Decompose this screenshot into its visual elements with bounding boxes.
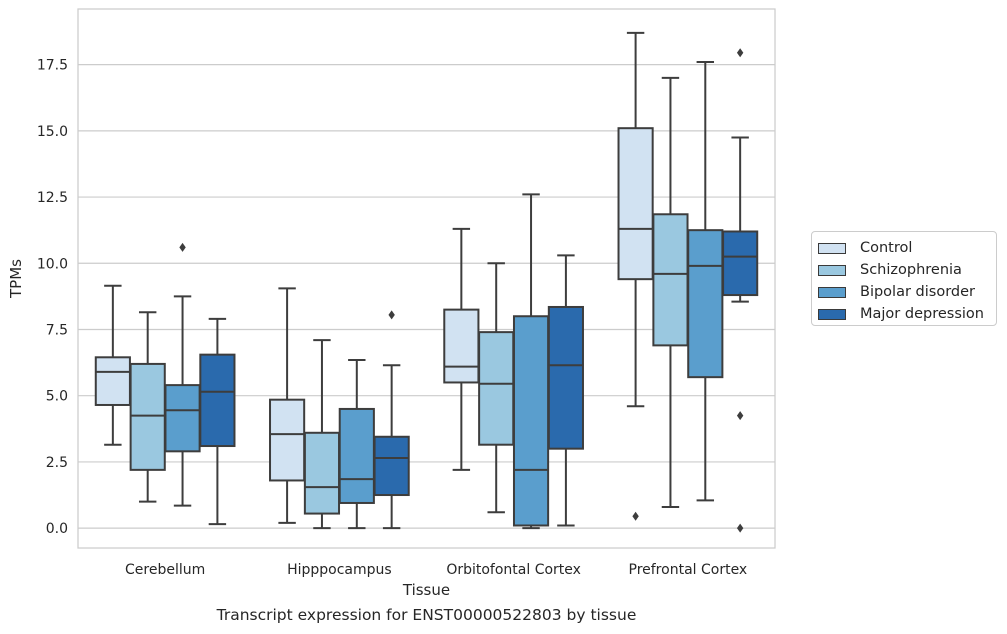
x-tick-labels: Cerebellum Hipppocampus Orbitofontal Corte…: [125, 562, 747, 578]
y-tick-label: 0.0: [46, 521, 68, 537]
box-bipolar-disorder: [338, 358, 375, 530]
iqr-box: [303, 431, 341, 515]
legend-swatch: [818, 308, 846, 320]
box-control: [94, 284, 131, 446]
x-tick-label: Cerebellum: [125, 562, 205, 578]
box-schizophrenia: [478, 262, 515, 514]
outlier-point: [179, 242, 186, 252]
outlier-point: [736, 523, 744, 533]
legend-item: Schizophrenia: [818, 259, 990, 281]
y-tick-label: 7.5: [46, 322, 68, 338]
outlier-point: [632, 511, 639, 521]
iqr-box: [617, 127, 654, 281]
x-axis-title: Tissue: [402, 581, 450, 599]
legend-label: Bipolar disorder: [860, 284, 975, 300]
y-tick-label: 10.0: [37, 256, 68, 272]
iqr-box: [652, 213, 689, 347]
box-bipolar-disorder: [512, 193, 550, 530]
y-tick-labels: 0.0 2.5 5.0 7.5 10.0 12.5 15.0 17.5: [37, 58, 68, 538]
box-major-depression: [199, 317, 236, 526]
box-control: [269, 287, 306, 524]
legend-swatch: [818, 242, 846, 254]
x-tick-label: Orbitofontal Cortex: [446, 562, 581, 578]
legend-item: Bipolar disorder: [818, 281, 990, 303]
outlier-point: [736, 411, 744, 421]
legend: Control Schizophrenia Bipolar disorder Majo…: [811, 231, 997, 326]
iqr-box: [164, 384, 201, 453]
outlier-point: [388, 310, 395, 320]
y-tick-label: 15.0: [37, 124, 68, 140]
y-tick-label: 2.5: [46, 455, 68, 471]
box-control: [617, 31, 654, 521]
iqr-box: [269, 398, 306, 482]
y-tick-label: 12.5: [37, 190, 68, 206]
iqr-box: [199, 353, 236, 448]
box-major-depression: [547, 254, 584, 527]
legend-label: Schizophrenia: [860, 262, 962, 278]
box-major-depression: [722, 48, 759, 533]
outlier-point: [736, 48, 744, 58]
legend-swatch: [818, 264, 846, 276]
iqr-box: [373, 435, 410, 497]
y-tick-label: 5.0: [46, 389, 68, 405]
box-schizophrenia: [303, 339, 341, 530]
box-bipolar-disorder: [164, 242, 201, 507]
iqr-box: [512, 315, 550, 527]
box-major-depression: [373, 310, 410, 530]
legend-label: Major depression: [860, 306, 984, 322]
iqr-box: [129, 362, 166, 471]
chart-title: Transcript expression for ENST0000052280…: [216, 606, 637, 624]
y-axis-title: TPMs: [7, 259, 25, 299]
iqr-box: [547, 305, 584, 450]
legend-swatch: [818, 286, 846, 298]
x-tick-label: Prefrontal Cortex: [629, 562, 748, 578]
box-schizophrenia: [129, 311, 166, 503]
iqr-box: [94, 356, 131, 406]
box-control: [443, 227, 480, 471]
y-tick-label: 17.5: [37, 58, 68, 74]
legend-label: Control: [860, 240, 913, 256]
iqr-box: [478, 331, 515, 446]
legend-item: Control: [818, 237, 990, 259]
iqr-box: [443, 308, 480, 384]
box-schizophrenia: [652, 76, 689, 508]
iqr-box: [687, 229, 724, 379]
legend-item: Major depression: [818, 303, 990, 325]
iqr-box: [722, 230, 759, 297]
box-bipolar-disorder: [687, 60, 724, 502]
boxes: [94, 31, 759, 533]
plot-frame: [77, 8, 776, 549]
x-tick-label: Hipppocampus: [287, 562, 392, 578]
iqr-box: [338, 407, 375, 504]
